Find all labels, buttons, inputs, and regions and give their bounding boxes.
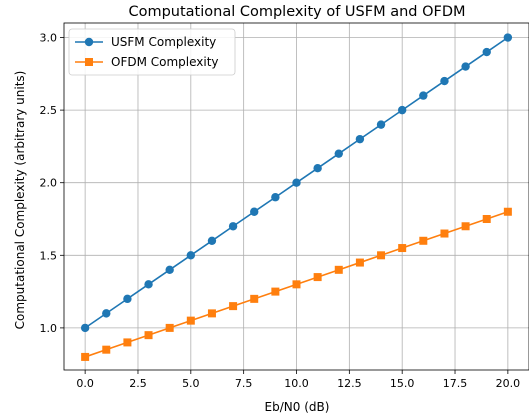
data-point <box>229 302 238 311</box>
data-point <box>292 280 301 289</box>
data-point <box>144 331 153 340</box>
data-point <box>102 345 111 354</box>
y-tick-label: 1.5 <box>40 249 58 262</box>
x-axis-ticks: 0.0 2.5 5.0 7.5 10.0 12.5 15.0 17.5 20.0 <box>76 370 520 390</box>
data-point <box>440 229 449 238</box>
series-2 <box>81 207 512 361</box>
data-point <box>165 265 174 275</box>
legend-label: OFDM Complexity <box>111 55 219 69</box>
data-point <box>482 47 491 57</box>
x-tick-label: 15.0 <box>390 377 415 390</box>
x-tick-label: 2.5 <box>129 377 147 390</box>
data-point <box>271 193 280 202</box>
y-tick-label: 2.5 <box>40 104 58 117</box>
data-point <box>503 33 513 42</box>
y-axis-ticks: 1.0 1.5 2.0 2.5 3.0 <box>40 32 64 335</box>
x-tick-label: 0.0 <box>76 377 94 390</box>
data-point <box>207 309 216 318</box>
x-tick-label: 12.5 <box>337 377 362 390</box>
data-point <box>461 222 470 231</box>
series-1 <box>80 33 513 333</box>
data-point <box>461 62 470 71</box>
x-tick-label: 20.0 <box>496 377 521 390</box>
x-tick-label: 17.5 <box>443 377 468 390</box>
legend-item: USFM Complexity <box>75 35 216 49</box>
data-point <box>144 280 153 289</box>
y-tick-label: 2.0 <box>40 177 58 190</box>
data-point <box>398 244 407 253</box>
legend-marker <box>85 58 93 66</box>
data-point <box>80 323 90 333</box>
legend-marker <box>84 37 94 47</box>
data-point <box>271 287 280 296</box>
data-point <box>250 207 259 216</box>
y-tick-label: 3.0 <box>40 32 58 45</box>
data-point <box>376 120 386 129</box>
data-point <box>334 149 343 158</box>
x-axis-label: Eb/N0 (dB) <box>265 400 330 414</box>
data-point <box>102 309 111 318</box>
data-point <box>334 265 343 274</box>
data-point <box>377 251 386 260</box>
legend: USFM Complexity OFDM Complexity <box>68 28 236 76</box>
y-axis-label: Computational Complexity (arbitrary unit… <box>13 71 27 330</box>
data-point <box>123 338 132 347</box>
data-point <box>228 222 238 231</box>
data-point <box>419 91 428 100</box>
data-point <box>503 207 512 216</box>
x-tick-label: 10.0 <box>284 377 309 390</box>
data-point <box>313 163 322 173</box>
legend-label: USFM Complexity <box>111 35 216 49</box>
series-layer <box>80 33 513 361</box>
data-point <box>440 76 449 86</box>
chart-title: Computational Complexity of USFM and OFD… <box>128 4 465 20</box>
data-point <box>482 215 491 224</box>
data-point <box>397 105 407 115</box>
data-point <box>207 236 217 245</box>
data-point <box>81 352 90 361</box>
data-point <box>186 251 196 260</box>
y-tick-label: 1.0 <box>40 322 58 335</box>
grid-lines <box>64 23 529 370</box>
legend-item: OFDM Complexity <box>75 55 219 69</box>
legend-box <box>68 28 236 76</box>
data-point <box>123 294 132 304</box>
data-point <box>165 323 174 332</box>
data-point <box>355 134 365 144</box>
data-point <box>419 236 428 245</box>
data-point <box>292 178 301 187</box>
data-point <box>313 273 322 282</box>
data-point <box>355 258 364 267</box>
data-point <box>250 294 259 303</box>
x-tick-label: 5.0 <box>182 377 200 390</box>
data-point <box>186 316 195 325</box>
x-tick-label: 7.5 <box>235 377 253 390</box>
